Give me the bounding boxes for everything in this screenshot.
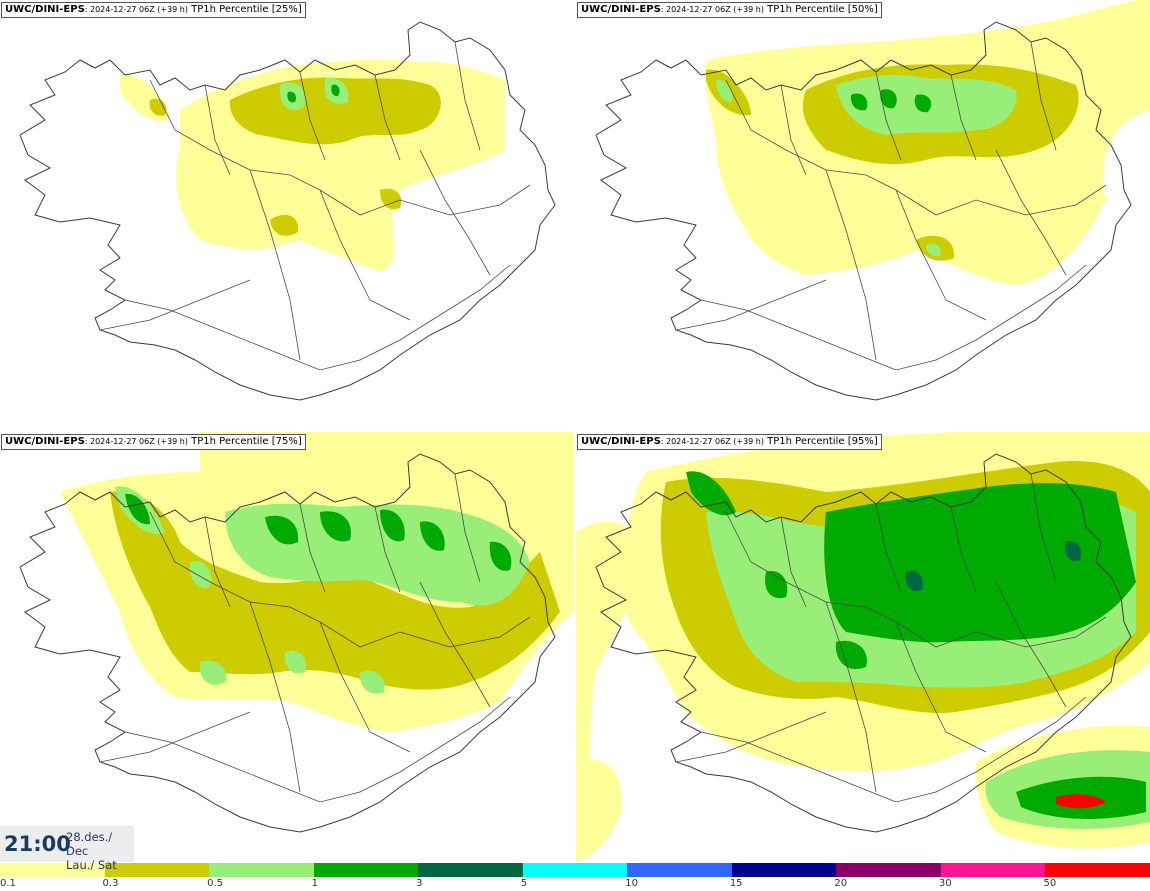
legend-labels: 0.1 0.3 0.5 1 3 5 10 15 20 30 50 xyxy=(0,877,1150,891)
legend-swatch xyxy=(522,863,628,877)
map-panel-p25: UWC/DINI-EPS: 2024-12-27 06Z (+39 h) TP1… xyxy=(0,0,574,430)
model-name: UWC/DINI-EPS xyxy=(581,4,661,15)
valid-date: 28.des./ Dec Lau./ Sat xyxy=(66,830,134,872)
run-info: : 2024-12-27 06Z (+39 h) xyxy=(84,5,188,14)
legend-label: 0.1 xyxy=(0,878,16,889)
legend-label: 20 xyxy=(834,878,848,889)
precip-overlay-p95 xyxy=(576,432,1150,862)
precip-map-p25 xyxy=(19,21,556,401)
map-panel-p95: UWC/DINI-EPS: 2024-12-27 06Z (+39 h) TP1… xyxy=(576,432,1150,862)
legend-swatch xyxy=(627,863,732,877)
legend-swatch xyxy=(1045,863,1150,877)
legend-swatch xyxy=(940,863,1046,877)
legend-label: 3 xyxy=(416,878,423,889)
precip-overlay-p75 xyxy=(60,472,574,732)
valid-date-line1: 28.des./ Dec xyxy=(66,830,113,858)
legend-label: 5 xyxy=(520,878,528,889)
panel-title-p95: UWC/DINI-EPS: 2024-12-27 06Z (+39 h) TP1… xyxy=(577,434,882,450)
run-info: : 2024-12-27 06Z (+39 h) xyxy=(660,437,764,446)
product-name: TP1h Percentile [75%] xyxy=(187,436,302,447)
precip-map-p50 xyxy=(595,0,1150,401)
legend-swatch xyxy=(104,863,210,877)
legend-color-bar xyxy=(0,863,1150,877)
run-info: : 2024-12-27 06Z (+39 h) xyxy=(84,437,188,446)
legend-label: 50 xyxy=(1043,878,1057,889)
legend-swatch xyxy=(418,863,523,877)
legend-label: 30 xyxy=(938,878,952,889)
panel-divider-horizontal xyxy=(0,430,1150,432)
model-name: UWC/DINI-EPS xyxy=(581,436,661,447)
legend-swatch xyxy=(836,863,941,877)
legend-swatch xyxy=(0,863,105,877)
run-info: : 2024-12-27 06Z (+39 h) xyxy=(660,5,764,14)
valid-date-line2: Lau./ Sat xyxy=(66,858,117,872)
map-panel-p50: UWC/DINI-EPS: 2024-12-27 06Z (+39 h) TP1… xyxy=(576,0,1150,430)
product-name: TP1h Percentile [95%] xyxy=(763,436,878,447)
precip-map-p95 xyxy=(576,432,1150,862)
valid-time: 21:00 xyxy=(4,832,71,856)
panel-title-p50: UWC/DINI-EPS: 2024-12-27 06Z (+39 h) TP1… xyxy=(577,2,882,18)
panel-title-p75: UWC/DINI-EPS: 2024-12-27 06Z (+39 h) TP1… xyxy=(1,434,306,450)
map-panel-p75: UWC/DINI-EPS: 2024-12-27 06Z (+39 h) TP1… xyxy=(0,432,574,862)
product-name: TP1h Percentile [25%] xyxy=(187,4,302,15)
precip-map-p75 xyxy=(19,432,574,833)
legend-label: 15 xyxy=(729,878,743,889)
legend-label: 0.3 xyxy=(102,878,119,889)
precip-overlay-p25 xyxy=(120,59,505,273)
legend-swatch xyxy=(731,863,837,877)
legend-label: 10 xyxy=(625,878,638,889)
model-name: UWC/DINI-EPS xyxy=(5,436,85,447)
color-legend: 0.1 0.3 0.5 1 3 5 10 15 20 30 50 xyxy=(0,862,1150,891)
precip-overlay-p50 xyxy=(704,0,1150,285)
panel-title-p25: UWC/DINI-EPS: 2024-12-27 06Z (+39 h) TP1… xyxy=(1,2,306,18)
legend-label: 0.5 xyxy=(207,878,223,889)
model-name: UWC/DINI-EPS xyxy=(5,4,85,15)
legend-swatch xyxy=(313,863,419,877)
legend-swatch xyxy=(209,863,314,877)
legend-label: 1 xyxy=(311,878,318,889)
valid-time-box: 21:00 28.des./ Dec Lau./ Sat xyxy=(0,826,134,872)
product-name: TP1h Percentile [50%] xyxy=(763,4,878,15)
